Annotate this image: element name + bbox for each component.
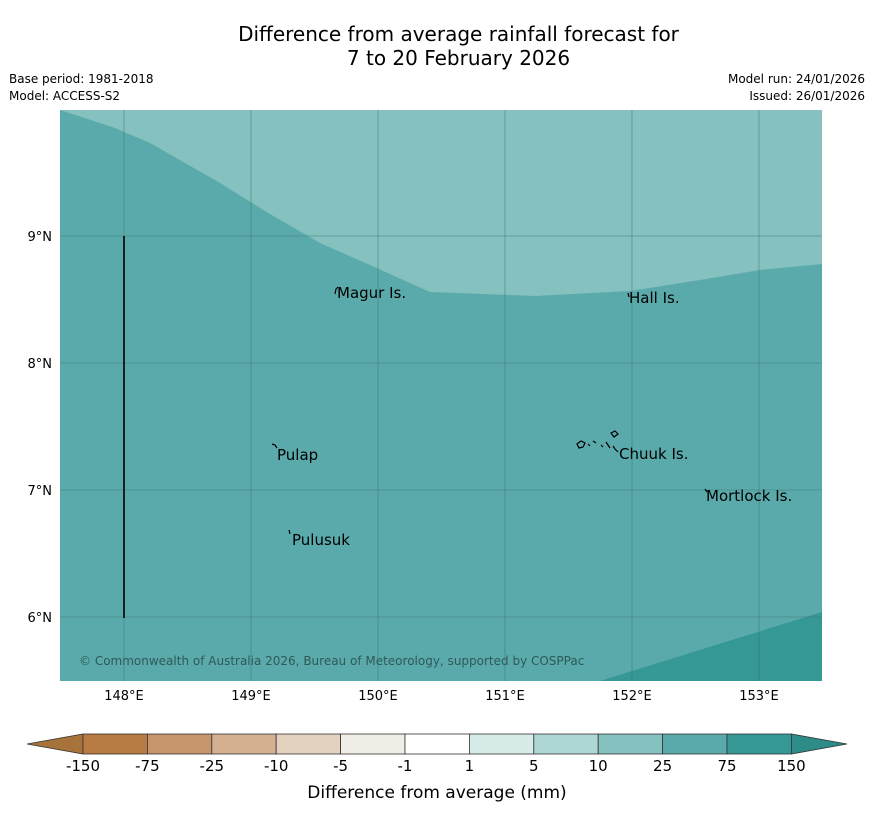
lat-label-7: 7°N	[28, 484, 53, 499]
lon-label-151: 151°E	[485, 689, 525, 704]
meta-right: Model run: 24/01/2026 Issued: 26/01/2026	[728, 71, 865, 105]
colorbar-tick-label: 25	[653, 757, 672, 775]
base-period: Base period: 1981-2018	[9, 72, 154, 86]
colorbar-segment	[146, 733, 213, 755]
colorbar-segment	[533, 733, 599, 755]
colorbar-labels: -150 -75 -25 -10 -5 -1 1 5 10 25 75 150	[66, 757, 806, 775]
label-mortlock: Mortlock Is.	[706, 487, 792, 505]
island-mortlock	[704, 488, 708, 493]
colorbar-segment	[726, 733, 792, 755]
model-name: Model: ACCESS-S2	[9, 89, 121, 103]
colorbar-segment	[211, 733, 277, 755]
colorbar-extend-low	[26, 733, 84, 755]
colorbar-segment	[468, 733, 535, 755]
colorbar-tick-label: -1	[398, 757, 413, 775]
zone-25-to-75	[600, 612, 822, 681]
colorbar-segment	[662, 733, 728, 755]
colorbar	[26, 733, 848, 755]
colorbar-tick-label: -25	[200, 757, 225, 775]
issued-date: Issued: 26/01/2026	[749, 89, 865, 103]
label-hall: Hall Is.	[629, 289, 680, 307]
colorbar-tick-label: 5	[529, 757, 539, 775]
colorbar-tick-label: 75	[717, 757, 736, 775]
label-magur: Magur Is.	[337, 284, 406, 302]
zone-5-to-10	[60, 110, 822, 296]
label-pulap: Pulap	[277, 446, 318, 464]
island-shapes	[271, 286, 708, 535]
label-chuuk: Chuuk Is.	[619, 445, 688, 463]
colorbar-tick-label: 1	[465, 757, 475, 775]
colorbar-segment	[404, 733, 470, 755]
label-pulusuk: Pulusuk	[292, 531, 350, 549]
colorbar-extend-high	[791, 733, 848, 755]
lon-label-149: 149°E	[231, 689, 271, 704]
lon-label-153: 153°E	[739, 689, 779, 704]
island-chuuk-lagoon	[576, 430, 619, 453]
colorbar-segment	[340, 733, 406, 755]
colorbar-tick-label: 10	[589, 757, 608, 775]
island-magur	[334, 286, 339, 295]
island-hall	[627, 292, 630, 298]
island-pulap	[271, 443, 278, 449]
title-line-1: Difference from average rainfall forecas…	[238, 22, 679, 46]
colorbar-segment	[82, 733, 148, 755]
map-title: Difference from average rainfall forecas…	[0, 22, 873, 70]
colorbar-tick-label: -75	[135, 757, 160, 775]
lat-label-6: 6°N	[28, 611, 53, 626]
colorbar-title: Difference from average (mm)	[307, 783, 566, 803]
colorbar-tick-label: -150	[66, 757, 100, 775]
colorbar-tick-label: 150	[777, 757, 806, 775]
island-pulusuk	[288, 529, 291, 535]
title-line-2: 7 to 20 February 2026	[346, 46, 571, 70]
model-run: Model run: 24/01/2026	[727, 72, 865, 86]
lat-label-9: 9°N	[28, 230, 53, 245]
colorbar-tick-label: -10	[264, 757, 289, 775]
colorbar-tick-label: -5	[333, 757, 348, 775]
lon-label-150: 150°E	[358, 689, 398, 704]
lon-label-148: 148°E	[104, 689, 144, 704]
gridlines	[60, 110, 822, 681]
meta-left: Base period: 1981-2018 Model: ACCESS-S2	[9, 71, 154, 105]
lon-label-152: 152°E	[612, 689, 652, 704]
lat-label-8: 8°N	[28, 357, 53, 372]
copyright-notice: © Commonwealth of Australia 2026, Bureau…	[79, 654, 584, 668]
colorbar-segment	[597, 733, 664, 755]
colorbar-segment	[275, 733, 342, 755]
